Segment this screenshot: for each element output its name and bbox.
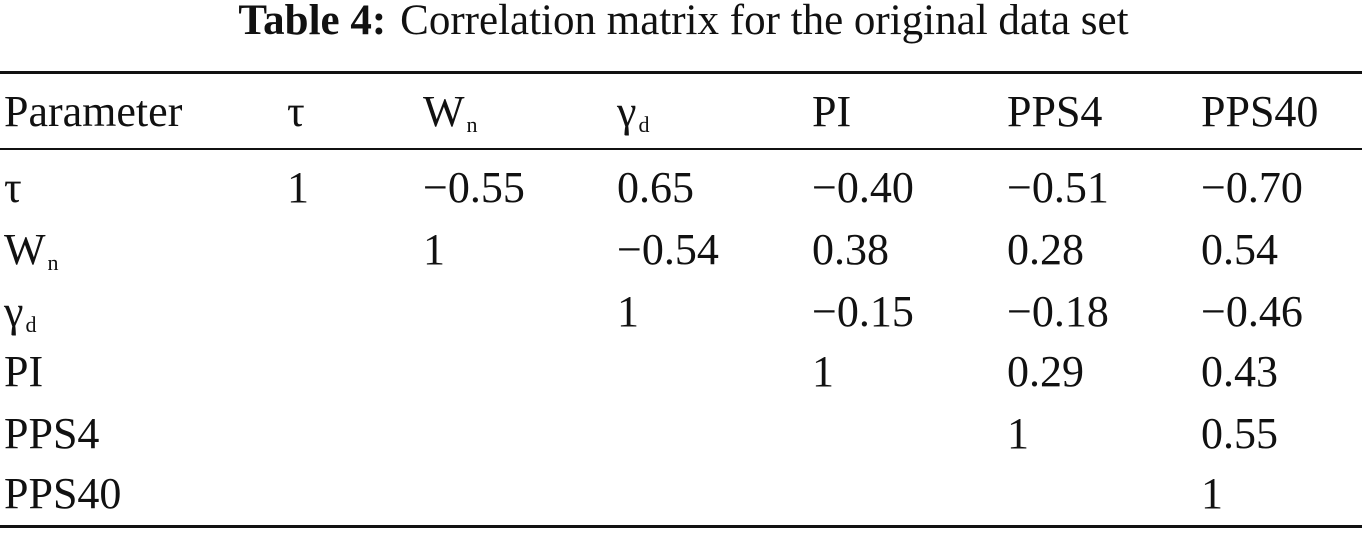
cell-text: 0.28 — [1007, 225, 1084, 274]
header-cell: Parameter — [4, 90, 182, 134]
cell-text: τ — [4, 163, 22, 212]
value-cell: 1 — [1201, 472, 1223, 516]
cell-text: PPS40 — [4, 469, 122, 518]
cell-text: 1 — [812, 347, 834, 396]
header-cell: γd — [617, 87, 650, 137]
top-rule — [0, 71, 1362, 74]
cell-text: PPS40 — [1201, 87, 1319, 136]
value-cell: −0.55 — [423, 166, 525, 210]
value-cell: 1 — [423, 228, 445, 272]
value-cell: 1 — [617, 290, 639, 334]
cell-text: Parameter — [4, 87, 183, 136]
header-cell: PPS40 — [1201, 90, 1318, 134]
header-cell: τ — [287, 90, 305, 134]
value-cell: 1 — [1007, 412, 1029, 456]
value-cell: −0.18 — [1007, 290, 1109, 334]
value-cell: 1 — [287, 166, 309, 210]
value-cell: −0.70 — [1201, 166, 1303, 210]
cell-text: 0.65 — [617, 163, 694, 212]
value-cell: −0.51 — [1007, 166, 1109, 210]
cell-text: W — [423, 87, 465, 136]
caption-text: Correlation matrix for the original data… — [400, 0, 1129, 44]
subscript: d — [25, 312, 37, 337]
cell-text: γ — [617, 87, 637, 136]
value-cell: 0.29 — [1007, 350, 1084, 394]
row-label: PI — [4, 350, 43, 394]
header-cell: PPS4 — [1007, 90, 1102, 134]
value-cell: 0.43 — [1201, 350, 1278, 394]
cell-text: 1 — [1007, 409, 1029, 458]
cell-text: PI — [4, 347, 44, 396]
value-cell: 0.28 — [1007, 228, 1084, 272]
cell-text: τ — [287, 87, 305, 136]
cell-text: PPS4 — [4, 409, 100, 458]
value-cell: 0.54 — [1201, 228, 1278, 272]
value-cell: −0.40 — [812, 166, 914, 210]
row-label: PPS4 — [4, 412, 99, 456]
table-caption: Table 4: Correlation matrix for the origi… — [0, 0, 1367, 45]
value-cell: −0.46 — [1201, 290, 1303, 334]
value-cell: 0.55 — [1201, 412, 1278, 456]
subscript: d — [638, 112, 650, 137]
cell-text: PI — [812, 87, 852, 136]
value-cell: −0.15 — [812, 290, 914, 334]
cell-text: −0.70 — [1201, 163, 1303, 212]
header-rule — [0, 148, 1362, 150]
cell-text: PPS4 — [1007, 87, 1103, 136]
row-label: γd — [4, 287, 37, 337]
caption-label: Table 4: — [238, 0, 387, 44]
value-cell: 0.38 — [812, 228, 889, 272]
cell-text: −0.54 — [617, 225, 719, 274]
cell-text: γ — [4, 287, 24, 336]
header-cell: Wn — [423, 87, 478, 137]
cell-text: −0.55 — [423, 163, 525, 212]
cell-text: −0.46 — [1201, 287, 1303, 336]
cell-text: 0.54 — [1201, 225, 1278, 274]
value-cell: −0.54 — [617, 228, 719, 272]
cell-text: −0.51 — [1007, 163, 1109, 212]
cell-text: 1 — [617, 287, 639, 336]
header-cell: PI — [812, 90, 851, 134]
cell-text: 0.55 — [1201, 409, 1278, 458]
row-label: Wn — [4, 225, 59, 275]
cell-text: W — [4, 225, 46, 274]
subscript: n — [466, 112, 478, 137]
value-cell: 1 — [812, 350, 834, 394]
cell-text: 1 — [1201, 469, 1223, 518]
bottom-rule — [0, 525, 1362, 528]
cell-text: −0.15 — [812, 287, 914, 336]
row-label: PPS40 — [4, 472, 121, 516]
cell-text: 1 — [423, 225, 445, 274]
cell-text: −0.40 — [812, 163, 914, 212]
value-cell: 0.65 — [617, 166, 694, 210]
subscript: n — [47, 250, 59, 275]
cell-text: 0.29 — [1007, 347, 1084, 396]
cell-text: 1 — [287, 163, 309, 212]
cell-text: 0.38 — [812, 225, 889, 274]
cell-text: 0.43 — [1201, 347, 1278, 396]
cell-text: −0.18 — [1007, 287, 1109, 336]
row-label: τ — [4, 166, 22, 210]
